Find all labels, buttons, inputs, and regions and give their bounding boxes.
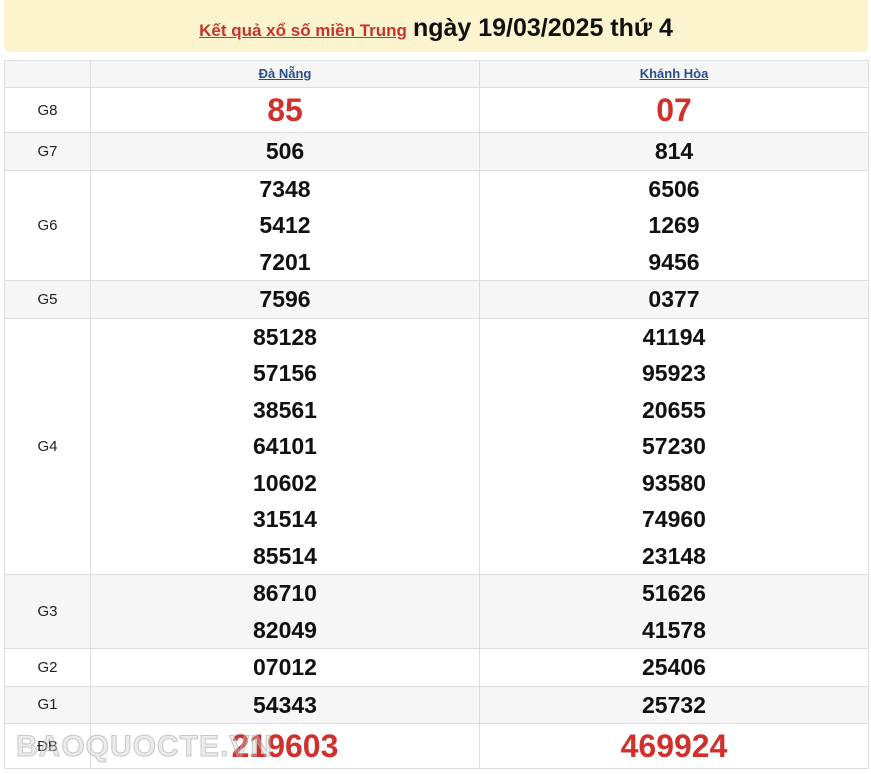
prize-row: G3 86710 82049 51626 41578 xyxy=(4,574,869,649)
prize-cell: 85 xyxy=(90,87,480,133)
prize-number: 38561 xyxy=(253,396,317,423)
prize-cell: 814 xyxy=(479,132,869,171)
prize-row: G2 07012 25406 xyxy=(4,648,869,687)
prize-number: 95923 xyxy=(642,360,706,386)
prize-number: 25406 xyxy=(642,654,706,680)
prize-cell: 54343 xyxy=(90,685,480,724)
prize-number: 506 xyxy=(265,138,305,164)
prize-cell: 0377 xyxy=(479,280,869,319)
prize-number: 07012 xyxy=(253,654,317,680)
prize-row: G7 506 814 xyxy=(4,132,869,171)
prize-number: 0377 xyxy=(648,286,700,312)
prize-number: 469924 xyxy=(620,728,728,764)
prize-cell: 07 xyxy=(479,87,869,133)
prize-number: 9456 xyxy=(648,248,700,275)
prize-cell: 25406 xyxy=(479,648,869,687)
prize-number: 23148 xyxy=(642,542,706,569)
prize-number: 219603 xyxy=(231,728,339,764)
prize-number: 814 xyxy=(654,138,694,164)
prize-label: G1 xyxy=(4,685,91,724)
prize-row: G8 85 07 xyxy=(4,87,869,133)
prize-label: ĐB xyxy=(4,723,91,769)
prize-number: 74960 xyxy=(642,506,706,532)
province-link[interactable]: Đà Nẵng xyxy=(258,66,312,81)
prize-number: 6506 xyxy=(648,175,700,202)
prize-cell: 07012 xyxy=(90,648,480,687)
prize-number: 20655 xyxy=(642,396,706,423)
prize-number: 7348 xyxy=(259,175,311,202)
prize-row: ĐB 219603 469924 xyxy=(4,723,869,769)
prize-number: 41578 xyxy=(642,616,706,643)
prize-number: 85 xyxy=(267,92,303,128)
prize-cell: 25732 xyxy=(479,685,869,724)
prize-label: G5 xyxy=(4,280,91,319)
prize-number: 57156 xyxy=(253,360,317,386)
prize-label: G3 xyxy=(4,574,91,649)
prize-number: 54343 xyxy=(253,691,317,718)
prize-number: 57230 xyxy=(642,433,706,459)
prize-cell: 469924 xyxy=(479,723,869,769)
draw-date: ngày 19/03/2025 thứ 4 xyxy=(412,14,673,42)
prize-number: 86710 xyxy=(253,580,317,606)
prize-number: 51626 xyxy=(642,580,706,606)
prize-row: G1 54343 25732 xyxy=(4,685,869,724)
prize-row: G4 85128 57156 38561 64101 10602 31514 85514 411… xyxy=(4,317,869,575)
prize-row: G5 7596 0377 xyxy=(4,280,869,319)
prize-label: G6 xyxy=(4,169,91,281)
prize-row: G6 7348 5412 7201 6506 1269 9456 xyxy=(4,169,869,281)
prize-label: G2 xyxy=(4,648,91,687)
results-table: Đà Nẵng Khánh Hòa G8 85 07 G7 506 814 G6 7348 54… xyxy=(4,60,869,769)
prize-cell: 51626 41578 xyxy=(479,574,869,649)
province-link[interactable]: Khánh Hòa xyxy=(639,66,709,81)
prize-cell: 41194 95923 20655 57230 93580 74960 23148 xyxy=(479,317,869,575)
prize-number: 64101 xyxy=(253,433,317,459)
prize-number: 7596 xyxy=(259,286,311,312)
watermark-logo: BAOQUOCTE.VN xyxy=(15,730,274,764)
prize-label: G4 xyxy=(4,317,91,575)
prize-number: 85128 xyxy=(253,323,317,350)
prize-label: G8 xyxy=(4,87,91,133)
prize-cell: 7596 xyxy=(90,280,480,319)
prize-number: 10602 xyxy=(253,469,317,496)
prize-number: 7201 xyxy=(259,248,311,275)
page-header: Kết quả xổ số miền Trung ngày 19/03/2025 … xyxy=(4,0,868,52)
prize-cell: 506 xyxy=(90,132,480,171)
prize-number: 41194 xyxy=(642,323,706,350)
prize-number: 25732 xyxy=(642,691,706,718)
prize-number: 31514 xyxy=(253,506,317,532)
prize-number: 1269 xyxy=(648,212,700,238)
prize-number: 07 xyxy=(656,92,692,128)
region-results-link[interactable]: Kết quả xổ số miền Trung xyxy=(199,21,407,40)
prize-cell: 86710 82049 xyxy=(90,574,480,649)
prize-label: G7 xyxy=(4,132,91,171)
prize-cell: 219603 xyxy=(90,723,480,769)
prize-cell: 85128 57156 38561 64101 10602 31514 85514 xyxy=(90,317,480,575)
province-header-row: Đà Nẵng Khánh Hòa xyxy=(4,60,869,88)
prize-number: 5412 xyxy=(259,212,311,238)
prize-number: 82049 xyxy=(253,616,317,643)
prize-number: 93580 xyxy=(642,469,706,496)
prize-cell: 7348 5412 7201 xyxy=(90,169,480,281)
prize-number: 85514 xyxy=(253,542,317,569)
prize-cell: 6506 1269 9456 xyxy=(479,169,869,281)
